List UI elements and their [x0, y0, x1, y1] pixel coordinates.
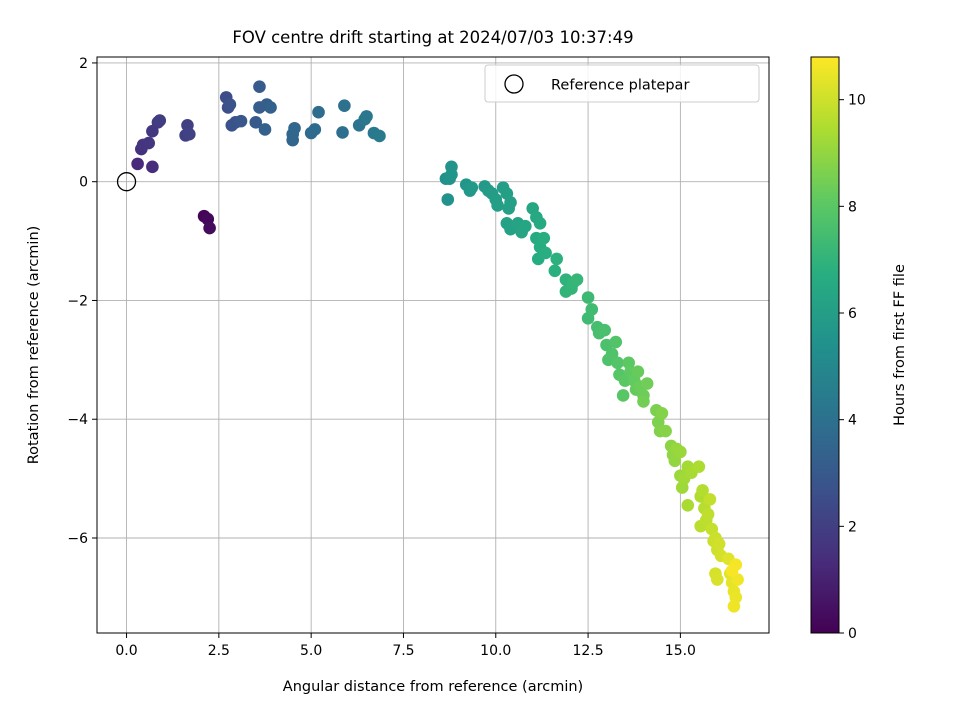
data-point: [655, 406, 669, 420]
grid-lines: [97, 57, 769, 633]
data-point: [692, 460, 706, 474]
colorbar-tick-label: 6: [848, 306, 857, 322]
data-point: [537, 231, 551, 245]
data-point: [539, 246, 552, 260]
legend-marker-reference: [504, 74, 524, 94]
data-point: [183, 127, 196, 141]
x-tick-label: 12.5: [572, 643, 603, 659]
y-tick-label: −2: [67, 293, 88, 309]
data-point: [681, 499, 695, 512]
data-point: [631, 365, 645, 379]
data-point: [640, 377, 654, 390]
data-point: [696, 484, 709, 497]
data-point: [609, 335, 623, 349]
x-tick-label: 10.0: [480, 643, 511, 659]
data-point: [234, 114, 248, 128]
y-tick-label: 2: [79, 56, 88, 72]
data-point: [146, 160, 159, 174]
data-point: [616, 389, 630, 402]
colorbar-tick-label: 2: [848, 519, 857, 535]
data-point: [548, 264, 562, 278]
data-point: [308, 123, 322, 136]
data-point: [533, 216, 547, 230]
colorbar-tick-label: 0: [848, 626, 857, 642]
data-point: [611, 356, 624, 370]
y-axis-ticks: 2 0 −2 −4 −6: [67, 56, 97, 547]
colorbar-ticks: 0 2 4 6 8 10: [839, 93, 866, 642]
data-point: [153, 114, 167, 127]
data-point: [445, 168, 458, 181]
data-point: [465, 181, 479, 194]
colorbar: 0 2 4 6 8 10 Hours from first FF file: [810, 56, 908, 642]
data-point: [312, 105, 325, 119]
data-point: [712, 537, 726, 551]
data-point: [360, 110, 373, 123]
legend: Reference platepar: [484, 64, 760, 103]
y-axis-label: Rotation from reference (arcmin): [26, 226, 42, 465]
data-point: [598, 323, 611, 337]
colorbar-label: Hours from first FF file: [892, 264, 908, 426]
y-tick-label: 0: [79, 175, 88, 191]
colorbar-tick-label: 10: [848, 93, 866, 109]
x-tick-label: 5.0: [300, 643, 322, 659]
data-point: [373, 129, 386, 143]
data-point: [264, 101, 277, 114]
data-point: [703, 493, 717, 506]
colorbar-tick-label: 8: [848, 199, 857, 215]
data-point: [711, 573, 724, 586]
data-point: [336, 126, 349, 139]
data-point: [570, 273, 584, 286]
data-points: [116, 80, 744, 613]
data-point: [223, 98, 237, 111]
data-point: [142, 136, 155, 150]
x-tick-label: 2.5: [208, 643, 230, 659]
x-tick-label: 15.0: [665, 643, 696, 659]
plot-area-frame: [96, 56, 770, 634]
x-axis-ticks: 0.0 2.5 5.0 7.5 10.0 12.5 15.0: [115, 633, 696, 659]
data-point: [131, 157, 144, 171]
legend-label-reference: Reference platepar: [551, 78, 689, 94]
data-point: [288, 121, 301, 135]
data-point: [725, 564, 739, 577]
data-point: [338, 99, 351, 112]
data-point: [674, 445, 687, 459]
data-point: [491, 199, 504, 212]
data-point: [659, 424, 672, 438]
data-point: [253, 80, 266, 93]
x-tick-label: 7.5: [392, 643, 414, 659]
data-point: [637, 395, 650, 408]
data-point: [727, 599, 741, 613]
data-point: [504, 196, 517, 209]
reference-platepar-marker: [116, 172, 137, 192]
y-tick-label: −6: [67, 531, 88, 547]
data-point: [519, 219, 532, 233]
x-tick-label: 0.0: [115, 643, 137, 659]
data-point: [203, 221, 216, 235]
colorbar-gradient: [810, 56, 840, 634]
data-point: [701, 507, 715, 521]
legend-box: [484, 64, 760, 103]
x-axis-label: Angular distance from reference (arcmin): [283, 679, 583, 695]
chart-title: FOV centre drift starting at 2024/07/03 …: [232, 28, 633, 47]
data-point: [258, 123, 272, 136]
colorbar-tick-label: 4: [848, 413, 857, 429]
data-point: [581, 291, 595, 304]
y-tick-label: −4: [67, 412, 88, 428]
data-point: [585, 303, 599, 316]
data-point: [249, 116, 263, 129]
data-point: [550, 252, 563, 266]
data-point: [441, 193, 455, 206]
